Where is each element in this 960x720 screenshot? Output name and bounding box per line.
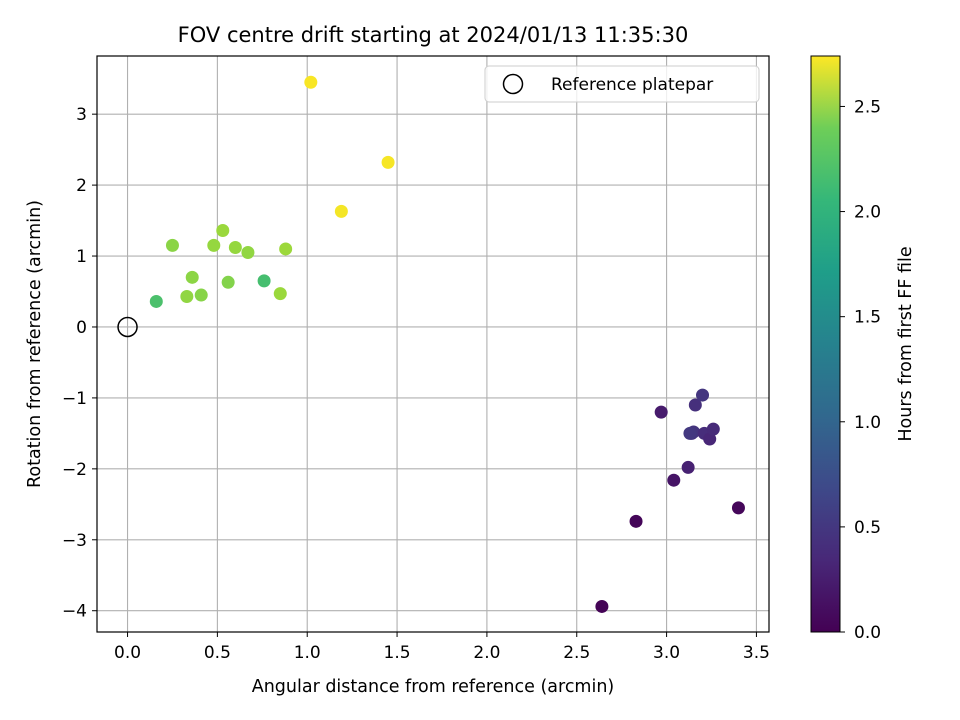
scatter-point [696,388,710,402]
scatter-point [688,398,702,412]
colorbar-gradient [810,55,841,633]
legend: Reference platepar [484,65,760,103]
scatter-point [706,422,720,436]
colorbar-tick-label: 2.0 [854,203,881,223]
y-tick-label: −1 [62,389,87,409]
y-tick-label: −2 [62,460,87,480]
scatter-point [731,501,745,515]
x-tick-label: 2.0 [473,643,500,663]
y-tick-label: 3 [76,105,87,125]
scatter-point [194,288,208,302]
x-tick-label: 1.0 [294,643,321,663]
scatter-point [279,242,293,256]
y-axis-label: Rotation from reference (arcmin) [25,200,45,488]
x-tick-label: 1.5 [384,643,411,663]
x-tick-label: 3.5 [743,643,770,663]
scatter-point [216,224,230,238]
data-points [149,75,745,613]
scatter-point [149,294,163,308]
scatter-point [257,274,271,288]
reference-platepar-marker [117,316,138,338]
plot-area-frame [96,55,770,633]
colorbar-tick-label: 1.5 [854,308,881,328]
y-axis: −4 −3 −2 −1 0 1 2 3 [62,105,97,622]
colorbar: Hours from first FF file 0.0 0.5 1.0 1.5 2.0… [810,55,916,643]
scatter-point [629,514,643,528]
legend-circle-marker-icon [502,73,524,95]
x-axis-label: Angular distance from reference (arcmin) [252,677,615,697]
grid-lines [97,56,769,632]
scatter-point [381,155,395,169]
x-tick-label: 2.5 [563,643,590,663]
y-tick-label: 0 [76,318,87,338]
scatter-point [667,473,681,487]
x-tick-label: 0.0 [114,643,141,663]
scatter-point [654,405,668,419]
scatter-point [221,275,235,289]
x-axis: 0.0 0.5 1.0 1.5 2.0 2.5 3.0 3.5 [114,632,770,663]
x-tick-label: 0.5 [204,643,231,663]
scatter-point [241,245,255,259]
scatter-point [185,270,199,284]
scatter-point [681,460,695,474]
scatter-point [207,238,221,252]
y-tick-label: 1 [76,247,87,267]
colorbar-tick-label: 0.0 [854,623,881,643]
scatter-point [334,204,348,218]
colorbar-label: Hours from first FF file [896,246,916,441]
scatter-point [683,426,697,440]
reference-marker-group [117,316,138,338]
y-tick-label: −3 [62,531,87,551]
scatter-point [703,432,717,446]
colorbar-tick-label: 2.5 [854,97,881,117]
scatter-point [304,75,318,89]
legend-entry-label: Reference platepar [551,75,713,95]
scatter-point [165,238,179,252]
colorbar-tick-label: 1.0 [854,413,881,433]
y-tick-label: 2 [76,176,87,196]
chart-title: FOV centre drift starting at 2024/01/13 … [178,23,689,47]
legend-box [484,65,760,103]
scatter-point [273,287,287,301]
scatter-point [228,241,242,255]
colorbar-tick-label: 0.5 [854,518,881,538]
scatter-point [595,599,609,613]
scatter-point [180,289,194,303]
x-tick-label: 3.0 [653,643,680,663]
y-tick-label: −4 [62,602,87,622]
